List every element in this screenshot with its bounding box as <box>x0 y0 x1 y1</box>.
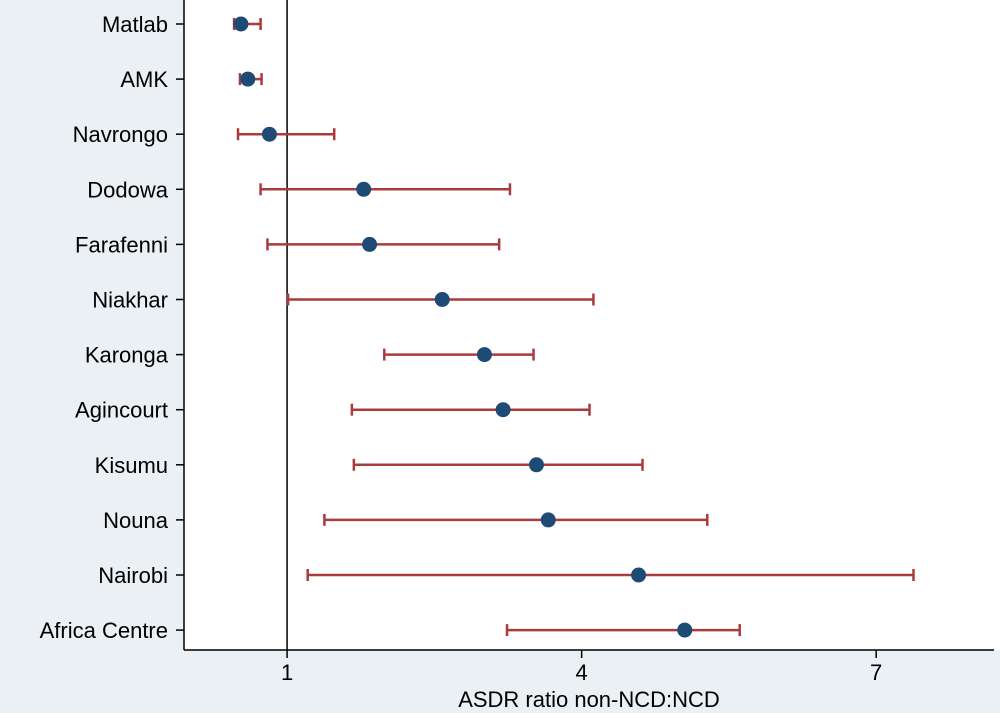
confidence-intervals <box>232 18 915 637</box>
point-estimate <box>476 347 492 363</box>
point-estimate <box>434 292 450 307</box>
y-tick-label: Africa Centre <box>40 618 168 643</box>
axis-panel <box>0 650 1000 713</box>
x-axis: 1 4 7 <box>184 649 994 685</box>
ci-bar <box>259 183 512 196</box>
y-tick-label: Navrongo <box>73 122 168 147</box>
y-tick-label: AMK <box>120 67 168 92</box>
point-estimate <box>528 457 544 473</box>
y-tick-label: Kisumu <box>95 453 168 478</box>
point-estimate <box>495 402 511 418</box>
label-panel <box>0 0 184 713</box>
ci-bar <box>505 624 741 637</box>
x-tick-label: 7 <box>870 660 882 685</box>
y-axis: Matlab AMK Navrongo Dodowa Farafenni Niakhar K… <box>40 0 185 650</box>
ci-bar <box>352 458 644 471</box>
point-estimate <box>362 236 378 252</box>
y-tick-label: Agincourt <box>75 398 168 423</box>
point-estimate <box>677 622 693 638</box>
y-tick-label: Niakhar <box>92 288 168 313</box>
ci-bar <box>306 569 915 581</box>
x-tick-label: 1 <box>281 660 293 685</box>
point-estimate <box>233 16 249 32</box>
point-estimate <box>356 181 372 197</box>
ci-bar <box>350 403 591 416</box>
ci-bar <box>266 238 501 251</box>
y-tick-label: Nairobi <box>98 563 168 588</box>
ci-bar <box>383 348 535 361</box>
plot-area <box>184 0 1000 650</box>
point-estimates <box>233 16 693 638</box>
y-tick-label: Karonga <box>85 343 169 368</box>
y-tick-label: Nouna <box>103 508 169 533</box>
y-tick-label: Dodowa <box>87 177 168 202</box>
point-estimate <box>631 567 647 583</box>
ci-bar <box>236 128 336 141</box>
point-estimate <box>240 71 256 87</box>
point-estimate <box>261 126 277 142</box>
y-tick-label: Farafenni <box>75 232 168 257</box>
point-estimate <box>540 512 556 528</box>
y-tick-label: Matlab <box>102 12 168 37</box>
x-axis-label: ASDR ratio non-NCD:NCD <box>458 687 720 712</box>
x-tick-label: 4 <box>576 660 588 685</box>
ci-bar <box>323 513 709 526</box>
